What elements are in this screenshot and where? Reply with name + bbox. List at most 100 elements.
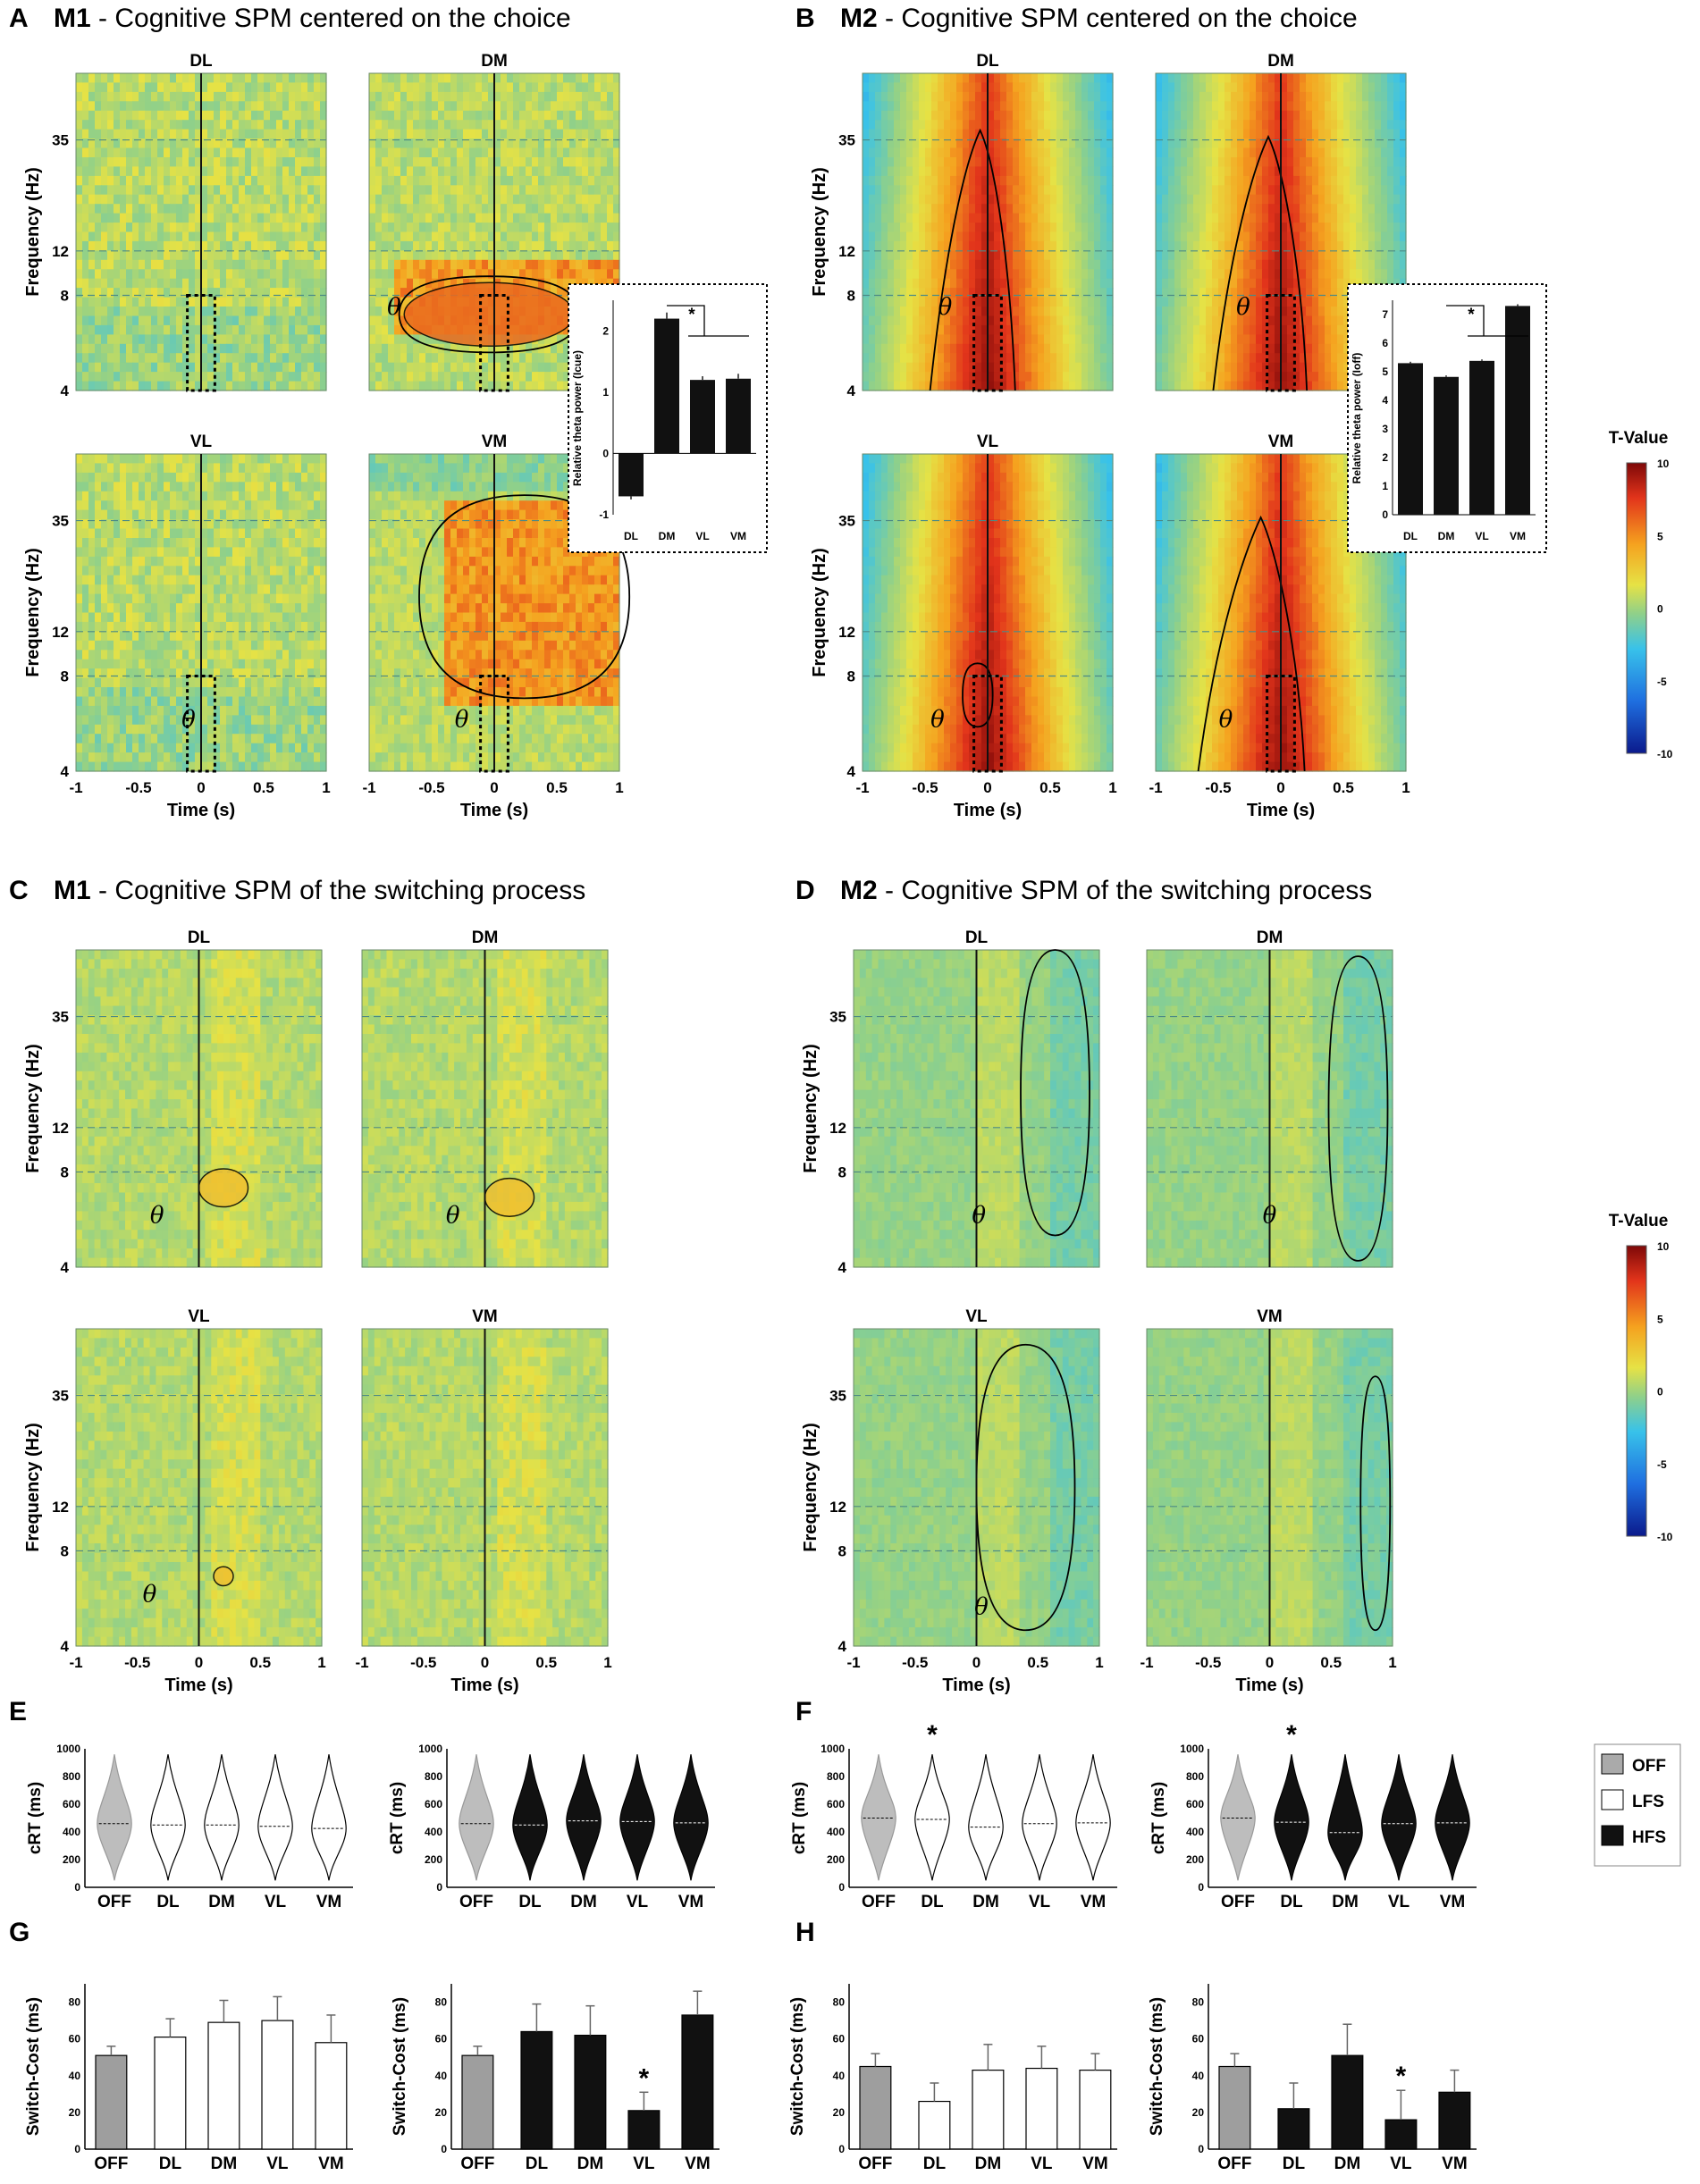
heatmap-cell [276,176,283,186]
heatmap-cell [375,584,383,594]
heatmap-cell [245,603,252,613]
heatmap-cell [207,148,215,158]
heatmap-cell [320,269,327,279]
heatmap-cell [95,510,102,520]
heatmap-cell [425,473,433,483]
heatmap-cell [501,204,508,214]
heatmap-cell [282,650,290,659]
heatmap-cell [307,594,315,604]
heatmap-cell [126,344,133,354]
heatmap-cell [139,204,146,214]
heatmap-cell [270,195,277,205]
heatmap-cell [164,482,171,491]
heatmap-cell [132,325,139,335]
heatmap-cell [388,232,395,242]
heatmap-cell [594,241,602,251]
freq-axis-label: Frequency (Hz) [23,167,43,296]
heatmap-cell [419,111,426,121]
heatmap-cell [320,743,327,753]
heatmap-cell [245,195,252,205]
heatmap-cell [413,372,420,382]
heatmap-cell [76,372,83,382]
heatmap-cell [145,603,152,613]
heatmap-cell [107,214,114,223]
heatmap-cell [145,250,152,260]
heatmap-cell [425,529,433,539]
heatmap-cell [151,706,158,716]
heatmap-cell [232,92,240,102]
heatmap-cell [207,557,215,567]
heatmap-cell [276,92,283,102]
heatmap-cell [450,491,458,501]
heatmap-cell [320,463,327,473]
heatmap-cell [239,260,246,270]
heatmap-cell [132,241,139,251]
heatmap-cell [232,538,240,548]
heatmap-cell [307,120,315,130]
heatmap-cell [120,382,127,391]
heatmap-cell [289,613,296,623]
heatmap-cell [295,706,302,716]
heatmap-cell [126,575,133,585]
heatmap-cell [307,223,315,232]
heatmap-cell [419,250,426,260]
heatmap-cell [239,325,246,335]
heatmap-cell [289,232,296,242]
heatmap-cell [513,473,520,483]
heatmap-cell [182,529,189,539]
heatmap-cell [164,762,171,772]
heatmap-cell [582,101,589,111]
heatmap-cell [301,250,308,260]
heatmap-cell [613,214,620,223]
heatmap-cell [107,176,114,186]
heatmap-cell [151,463,158,473]
heatmap-cell [301,547,308,557]
heatmap-cell [394,538,401,548]
heatmap-cell [582,195,589,205]
heatmap-cell [157,316,164,326]
heatmap-cell [145,538,152,548]
heatmap-cell [139,631,146,641]
heatmap-cell [139,752,146,762]
heatmap-cell [270,260,277,270]
heatmap-cell [82,334,89,344]
heatmap-cell [469,631,476,641]
heatmap-cell [164,372,171,382]
heatmap-cell [239,223,246,232]
heatmap-cell [264,547,271,557]
heatmap-cell [463,148,470,158]
heatmap-cell [214,594,221,604]
heatmap-cell [145,566,152,575]
heatmap-cell [170,316,177,326]
heatmap-cell [101,575,108,585]
heatmap-cell [182,594,189,604]
heatmap-cell [569,594,576,604]
heatmap-cell [207,195,215,205]
heatmap-cell [563,613,570,623]
heatmap-cell [419,650,426,659]
heatmap-cell [314,463,321,473]
heatmap-cell [164,678,171,688]
heatmap-cell [145,288,152,298]
heatmap-cell [494,120,501,130]
heatmap-cell [251,157,258,167]
heatmap-cell [307,353,315,363]
heatmap-cell [120,363,127,373]
heatmap-cell [270,752,277,762]
heatmap-cell [76,473,83,483]
heatmap-cell [563,622,570,632]
heatmap-cell [139,678,146,688]
heatmap-cell [264,241,271,251]
heatmap-cell [145,241,152,251]
heatmap-cell [95,762,102,772]
heatmap-cell [226,176,233,186]
heatmap-cell [320,762,327,772]
heatmap-cell [176,382,183,391]
heatmap-cell [450,454,458,464]
heatmap-cell [276,353,283,363]
heatmap-cell [557,363,564,373]
heatmap-cell [526,204,533,214]
heatmap-cell [145,659,152,669]
heatmap-cell [475,73,483,83]
heatmap-cell [126,500,133,510]
